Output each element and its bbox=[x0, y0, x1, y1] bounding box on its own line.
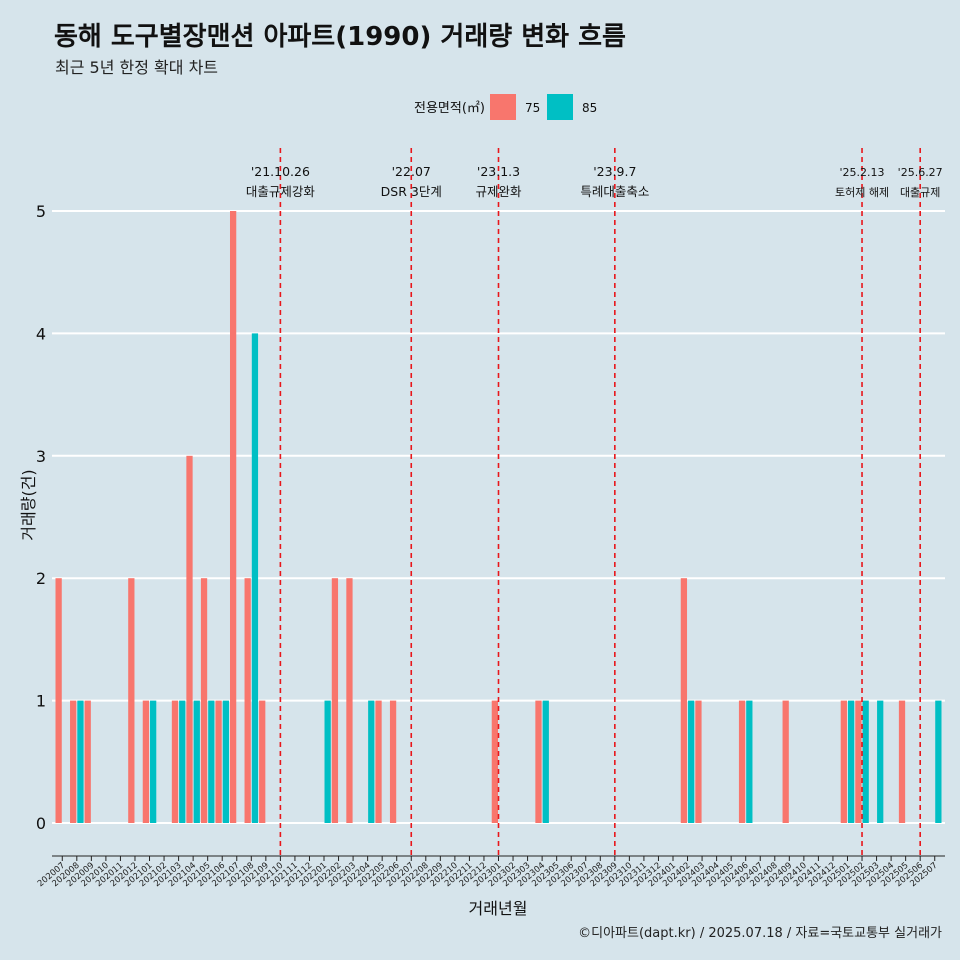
legend-label-75: 75 bbox=[525, 101, 540, 115]
bar-85-202106 bbox=[222, 700, 229, 823]
bar-75-202402 bbox=[680, 578, 688, 823]
bar-75-202101 bbox=[142, 700, 150, 823]
bar-85-202201 bbox=[324, 700, 331, 823]
annotation-label: 토허제 해제 bbox=[835, 185, 889, 199]
bar-75-202301 bbox=[491, 700, 498, 823]
annotation-date: '25.6.27 bbox=[898, 166, 943, 179]
bar-75-202008 bbox=[70, 700, 77, 823]
annotation-label: 대출규제 bbox=[900, 186, 940, 199]
x-axis-title: 거래년월 bbox=[469, 899, 528, 918]
legend-swatch-85 bbox=[547, 94, 573, 120]
bar-75-202104 bbox=[186, 455, 193, 823]
bar-75-202409 bbox=[782, 700, 789, 823]
bar-85-202108 bbox=[251, 333, 259, 823]
bar-75-202505 bbox=[898, 700, 906, 823]
bar-75-202009 bbox=[84, 700, 91, 823]
bar-75-202103 bbox=[171, 700, 179, 823]
annotation-date: '22.07 bbox=[392, 164, 431, 179]
y-tick-label: 2 bbox=[36, 569, 46, 588]
y-tick-label: 4 bbox=[36, 324, 46, 343]
bar-85-202101 bbox=[150, 700, 157, 823]
y-tick-label: 3 bbox=[36, 447, 46, 466]
chart-title: 동해 도구별장맨션 아파트(1990) 거래량 변화 흐름 bbox=[54, 22, 626, 52]
annotation-label: 규제완화 bbox=[475, 184, 522, 199]
bar-85-202501 bbox=[847, 700, 855, 823]
bar-75-202106 bbox=[215, 700, 222, 823]
bar-75-202304 bbox=[535, 700, 542, 823]
annotation-label: 대출규제강화 bbox=[246, 184, 316, 199]
bar-85-202406 bbox=[746, 700, 753, 823]
y-tick-label: 1 bbox=[36, 692, 46, 711]
annotation-date: '23.9.7 bbox=[593, 164, 636, 179]
chart-subtitle: 최근 5년 한정 확대 차트 bbox=[55, 58, 219, 77]
bar-75-202501 bbox=[840, 700, 847, 823]
bar-85-202502 bbox=[862, 700, 869, 823]
bar-75-202206 bbox=[389, 700, 397, 823]
bar-75-202502 bbox=[855, 700, 862, 823]
bar-75-202403 bbox=[695, 700, 702, 823]
bar-75-202107 bbox=[229, 211, 237, 823]
bar-75-202007 bbox=[55, 578, 62, 823]
bar-75-202105 bbox=[200, 578, 208, 823]
bar-75-202406 bbox=[738, 700, 746, 823]
bar-75-202203 bbox=[346, 578, 353, 823]
bar-85-202507 bbox=[935, 700, 942, 823]
annotation-label: 특례대출축소 bbox=[580, 184, 649, 199]
bar-85-202304 bbox=[542, 700, 549, 823]
y-tick-label: 5 bbox=[36, 202, 46, 221]
bar-75-202108 bbox=[244, 578, 251, 823]
bar-75-202202 bbox=[331, 578, 339, 823]
annotation-date: '21.10.26 bbox=[251, 164, 310, 179]
legend-title: 전용면적(㎡) bbox=[414, 101, 485, 116]
bar-85-202402 bbox=[688, 700, 695, 823]
bar-85-202104 bbox=[193, 700, 200, 823]
annotation-date: '23.1.3 bbox=[477, 164, 520, 179]
legend-swatch-75 bbox=[490, 94, 516, 120]
y-tick-label: 0 bbox=[36, 814, 46, 833]
bar-85-202105 bbox=[208, 700, 215, 823]
bar-75-202205 bbox=[375, 700, 382, 823]
annotation-date: '25.2.13 bbox=[840, 166, 885, 179]
annotation-label: DSR 3단계 bbox=[381, 184, 442, 199]
legend-label-85: 85 bbox=[582, 101, 597, 115]
bar-85-202204 bbox=[368, 700, 375, 823]
bar-85-202503 bbox=[877, 700, 884, 823]
bar-75-202012 bbox=[128, 578, 135, 823]
bar-75-202109 bbox=[259, 700, 266, 823]
bar-85-202103 bbox=[179, 700, 186, 823]
y-axis-title: 거래량(건) bbox=[19, 469, 38, 540]
bar-85-202008 bbox=[77, 700, 84, 823]
chart-caption: ©디아파트(dapt.kr) / 2025.07.18 / 자료=국토교통부 실… bbox=[578, 926, 942, 941]
